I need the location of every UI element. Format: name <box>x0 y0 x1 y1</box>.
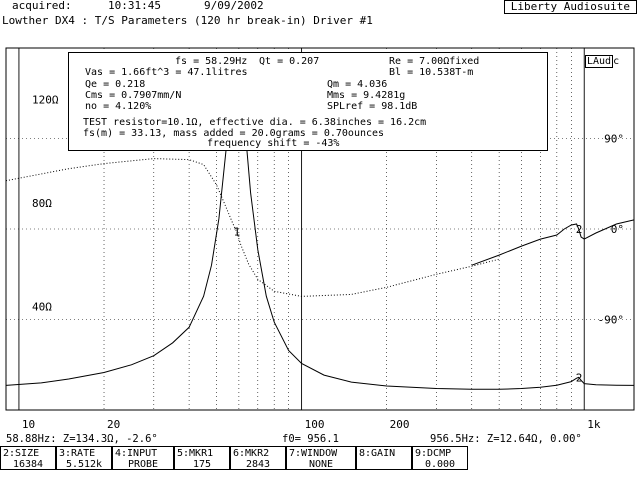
fs-value: = 58.29Hz <box>193 56 248 67</box>
laud-logo-suffix: c <box>613 56 620 67</box>
splref-label: SPLref <box>327 101 364 112</box>
mms-label: Mms <box>327 90 346 101</box>
header-bar: acquired: 10:31:45 9/09/2002 Liberty Aud… <box>0 0 640 14</box>
fkey-input[interactable]: 4:INPUT PROBE <box>112 446 174 470</box>
bl-value: = 10.538T-m <box>407 67 474 78</box>
frequency-shift-line: frequency shift = -43% <box>207 138 340 149</box>
ts-parameters-panel: fs = 58.29Hz Qt = 0.207 Re = 7.00Ωfixed … <box>68 52 548 151</box>
acquired-date: 9/09/2002 <box>204 0 264 12</box>
qe-label: Qe <box>85 79 98 90</box>
fsm-value: = 33.13, mass added = 20.0grams = 0.70ou… <box>119 128 385 139</box>
fkey-window[interactable]: 7:WINDOW NONE <box>286 446 356 470</box>
fkey-mkr2[interactable]: 6:MKR2 2843 <box>230 446 286 470</box>
f0-readout: f0= 956.1 <box>282 433 339 445</box>
fkey-label: 9:DCMP <box>415 448 452 459</box>
function-key-bar: 2:SIZE 16384 3:RATE 5.512k 4:INPUT PROBE 5:MKR… <box>0 446 640 480</box>
fkey-value: 2843 <box>245 459 271 470</box>
fkey-label: 3:RATE <box>59 448 96 459</box>
y-right-tick-label: 0° <box>611 223 624 236</box>
fsm-label: fs(m) <box>83 128 114 139</box>
chart-curves <box>5 61 635 390</box>
y-right-tick-label: 90° <box>604 133 624 146</box>
acquired-time: 10:31:45 <box>108 0 161 12</box>
fkey-label: 2:SIZE <box>3 448 40 459</box>
y-left-tick-label: 80Ω <box>32 197 52 210</box>
fkey-label: 6:MKR2 <box>233 448 270 459</box>
fkey-label: 5:MKR1 <box>177 448 214 459</box>
acquired-label: acquired: <box>12 0 72 12</box>
re-value: = 7.00Ωfixed <box>407 56 480 67</box>
status-line: 58.88Hz: Z=134.3Ω, -2.6° f0= 956.1 956.5… <box>0 433 640 445</box>
marker2-readout: 956.5Hz: Z=12.64Ω, 0.00° <box>430 433 582 445</box>
phase-curve-1 <box>5 158 500 297</box>
fkey-value: 16384 <box>12 459 44 470</box>
brand-label: Liberty Audiosuite <box>503 0 637 14</box>
fkey-rate[interactable]: 3:RATE 5.512k <box>56 446 112 470</box>
vas-label: Vas <box>85 67 104 78</box>
fkey-mkr1[interactable]: 5:MKR1 175 <box>174 446 230 470</box>
x-tick-label: 20 <box>107 418 120 431</box>
fkey-size[interactable]: 2:SIZE 16384 <box>0 446 56 470</box>
x-tick-label: 200 <box>390 418 410 431</box>
no-label: no <box>85 101 98 112</box>
fkey-value: PROBE <box>127 459 159 470</box>
qm-label: Qm <box>327 79 340 90</box>
marker-1-label: 1 <box>234 226 241 239</box>
y-right-tick-label: -90° <box>598 314 625 327</box>
marker1-readout: 58.88Hz: Z=134.3Ω, -2.6° <box>6 433 158 445</box>
cms-label: Cms <box>85 90 104 101</box>
marker-2-label: 2 <box>576 223 583 236</box>
marker-2-label: 2 <box>576 371 583 384</box>
fkey-label: 4:INPUT <box>115 448 158 459</box>
fkey-value: NONE <box>308 459 334 470</box>
x-tick-label: 100 <box>305 418 325 431</box>
fs-label: fs <box>175 56 188 67</box>
qm-value: = 4.036 <box>345 79 388 90</box>
fkey-value: 0.000 <box>424 459 456 470</box>
re-label: Re <box>389 56 402 67</box>
fkey-label: 8:GAIN <box>359 448 396 459</box>
bl-label: Bl <box>389 67 402 78</box>
test-resistor-line: TEST resistor=10.1Ω, effective dia. = 6.… <box>83 117 427 128</box>
qt-label: Qt <box>259 56 272 67</box>
x-tick-label: 10 <box>22 418 35 431</box>
fkey-gain[interactable]: 8:GAIN <box>356 446 412 470</box>
fkey-dcmp[interactable]: 9:DCMP 0.000 <box>412 446 468 470</box>
fkey-label: 7:WINDOW <box>289 448 338 459</box>
qe-value: = 0.218 <box>103 79 146 90</box>
laud-logo: LAud c <box>585 55 620 68</box>
fkey-value: 5.512k <box>65 459 103 470</box>
chart-tick-labels: 10 20 100 200 1k 120Ω 80Ω 40Ω 90° 0° -90° <box>22 94 624 431</box>
chart-title: Lowther DX4 : T/S Parameters (120 hr bre… <box>2 14 373 27</box>
qt-value: = 0.207 <box>277 56 320 67</box>
cms-value: = 0.7907mm/N <box>109 90 182 101</box>
y-left-tick-label: 40Ω <box>32 301 52 314</box>
mms-value: = 9.4281g <box>351 90 406 101</box>
splref-value: = 98.1dB <box>369 101 418 112</box>
y-left-tick-label: 120Ω <box>32 94 59 107</box>
no-value: = 4.120% <box>103 101 152 112</box>
x-tick-label: 1k <box>587 418 601 431</box>
phase-curve-2 <box>471 219 635 266</box>
fkey-value: 175 <box>192 459 212 470</box>
vas-value: = 1.66ft^3 = 47.1litres <box>109 67 248 78</box>
impedance-curve <box>5 61 635 390</box>
laud-logo-box: LAud <box>585 55 614 68</box>
